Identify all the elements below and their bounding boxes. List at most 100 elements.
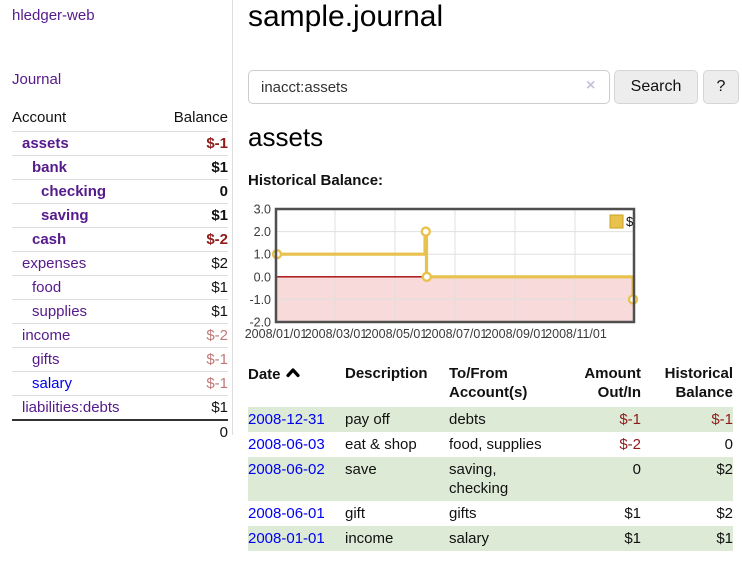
account-balance: 0 — [155, 179, 228, 204]
svg-text:-2.0: -2.0 — [249, 316, 271, 330]
accounts-header-balance: Balance — [173, 109, 228, 126]
account-balance: $-1 — [155, 131, 228, 156]
account-link-food[interactable]: food — [32, 279, 62, 296]
transaction-balance: $-1 — [711, 411, 733, 428]
svg-text:2008/01/01: 2008/01/01 — [245, 327, 308, 341]
account-row-expenses: expenses $2 — [12, 251, 228, 276]
account-balance: $-2 — [155, 323, 228, 348]
svg-text:1.0: 1.0 — [254, 248, 271, 262]
svg-text:0.0: 0.0 — [254, 270, 271, 284]
page-title: sample.journal — [248, 0, 444, 33]
transaction-amount: $1 — [624, 530, 641, 547]
account-row-assets: assets $-1 — [12, 131, 228, 156]
svg-text:2008/07/01: 2008/07/01 — [425, 327, 488, 341]
transaction-date-link[interactable]: 2008-01-01 — [248, 530, 325, 547]
transaction-balance: 0 — [724, 436, 733, 453]
transaction-amount: $-2 — [619, 436, 641, 453]
legend-swatch — [609, 214, 624, 229]
svg-text:2.0: 2.0 — [254, 225, 271, 239]
account-row-bank: bank $1 — [12, 155, 228, 180]
x-axis-ticks: 2008/01/01 2008/03/01 2008/05/01 2008/07… — [245, 327, 607, 341]
transaction-amount: $-1 — [619, 411, 641, 428]
search-button[interactable]: Search — [614, 70, 698, 104]
account-balance: $1 — [155, 275, 228, 300]
transaction-amount: $1 — [624, 505, 641, 522]
account-row-food: food $1 — [12, 275, 228, 300]
account-row-saving: saving $1 — [12, 203, 228, 228]
account-row-liabilities-debts: liabilities:debts $1 — [12, 395, 228, 420]
account-balance: $-1 — [155, 347, 228, 372]
sort-ascending-icon — [285, 364, 300, 383]
transaction-description: income — [345, 530, 394, 547]
svg-text:2008/11/01: 2008/11/01 — [545, 327, 607, 341]
account-balance: $1 — [155, 395, 228, 420]
search-input[interactable] — [248, 70, 610, 104]
transaction-balance: $1 — [716, 530, 733, 547]
account-heading: assets — [248, 122, 324, 152]
account-link-cash[interactable]: cash — [32, 231, 67, 248]
transaction-balance: $2 — [716, 505, 733, 522]
chart-title: Historical Balance: — [248, 172, 384, 189]
account-link-bank[interactable]: bank — [32, 159, 68, 176]
transaction-description: pay off — [345, 411, 390, 428]
svg-text:2008/05/01: 2008/05/01 — [365, 327, 428, 341]
transaction-accounts: gifts — [449, 505, 477, 522]
sidebar-item-journal[interactable]: Journal — [12, 71, 62, 88]
chart-legend: $ — [609, 214, 634, 229]
account-link-checking[interactable]: checking — [41, 183, 107, 200]
transaction-accounts: food, supplies — [449, 436, 542, 453]
transaction-balance: $2 — [716, 461, 733, 478]
svg-text:2008/09/01: 2008/09/01 — [485, 327, 548, 341]
svg-text:2008/03/01: 2008/03/01 — [305, 327, 368, 341]
account-balance: $2 — [155, 251, 228, 276]
accounts-total-value: 0 — [155, 419, 228, 444]
account-balance: $1 — [155, 155, 228, 180]
column-header-accounts: To/From Account(s) — [449, 365, 528, 401]
account-link-supplies[interactable]: supplies — [32, 303, 88, 320]
account-row-checking: checking 0 — [12, 179, 228, 204]
chart-canvas: $ 3.0 2.0 1.0 0.0 -1.0 -2.0 2008/01/01 2… — [245, 203, 639, 341]
register-row: 2008-06-02 save saving, checking 0 $2 — [248, 457, 733, 501]
account-row-supplies: supplies $1 — [12, 299, 228, 324]
historical-balance-chart: $ 3.0 2.0 1.0 0.0 -1.0 -2.0 2008/01/01 2… — [245, 203, 735, 345]
transaction-date-link[interactable]: 2008-06-01 — [248, 505, 325, 522]
register-table: Date Description To/From Account(s) Amoun… — [248, 360, 733, 551]
column-header-balance: Historical Balance — [664, 365, 733, 401]
account-link-liabilities-debts[interactable]: liabilities:debts — [22, 399, 120, 416]
column-header-date[interactable]: Date — [248, 360, 345, 407]
account-link-gifts[interactable]: gifts — [32, 351, 60, 368]
register-row: 2008-06-01 gift gifts $1 $2 — [248, 501, 733, 526]
account-row-gifts: gifts $-1 — [12, 347, 228, 372]
transaction-accounts: saving, checking — [449, 461, 509, 497]
account-row-salary: salary $-1 — [12, 371, 228, 396]
accounts-header-account: Account — [12, 109, 67, 126]
help-button[interactable]: ? — [703, 70, 739, 104]
account-row-income: income $-2 — [12, 323, 228, 348]
transaction-date-link[interactable]: 2008-12-31 — [248, 411, 325, 428]
clear-search-icon[interactable]: × — [586, 77, 596, 94]
legend-label: $ — [626, 214, 634, 229]
svg-text:3.0: 3.0 — [254, 203, 271, 217]
y-axis-ticks: 3.0 2.0 1.0 0.0 -1.0 -2.0 — [249, 203, 271, 330]
transaction-date-link[interactable]: 2008-06-03 — [248, 436, 325, 453]
plot-border — [274, 207, 636, 324]
account-link-assets[interactable]: assets — [22, 135, 69, 152]
accounts-table: Account Balance assets $-1 bank $1 check… — [12, 105, 228, 444]
app-title-link[interactable]: hledger-web — [12, 7, 95, 24]
account-balance: $1 — [155, 203, 228, 228]
svg-text:-1.0: -1.0 — [249, 293, 271, 307]
column-header-description: Description — [345, 365, 428, 382]
register-row: 2008-01-01 income salary $1 $1 — [248, 526, 733, 551]
register-header-row: Date Description To/From Account(s) Amoun… — [248, 360, 733, 407]
account-link-expenses[interactable]: expenses — [22, 255, 87, 272]
transaction-description: eat & shop — [345, 436, 417, 453]
column-header-amount: Amount Out/In — [584, 365, 641, 401]
transaction-accounts: debts — [449, 411, 486, 428]
account-link-saving[interactable]: saving — [41, 207, 89, 224]
account-link-income[interactable]: income — [22, 327, 71, 344]
transaction-date-link[interactable]: 2008-06-02 — [248, 461, 325, 478]
search-bar: × Search ? — [248, 70, 739, 104]
transaction-description: gift — [345, 505, 366, 522]
account-link-salary[interactable]: salary — [32, 375, 73, 392]
accounts-header-row: Account Balance — [12, 105, 228, 132]
